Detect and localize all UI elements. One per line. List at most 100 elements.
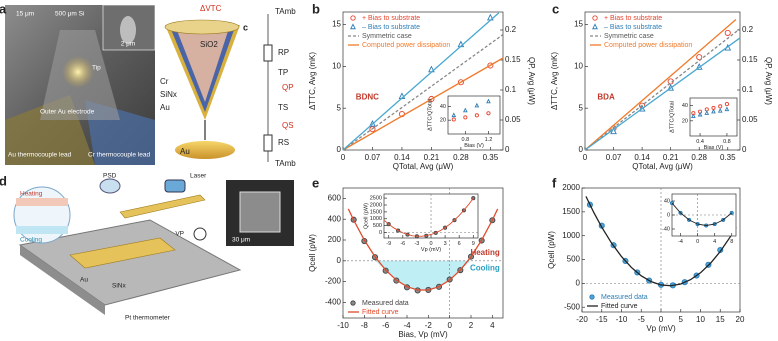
scale-bar-label: 15 μm	[16, 11, 34, 18]
voltage-source	[193, 227, 207, 241]
line	[671, 202, 733, 226]
legend-label: – Bias to substrate	[362, 24, 420, 31]
legend-label: + Bias to substrate	[604, 15, 662, 22]
circuit-label: QP	[282, 83, 294, 92]
probe-sio2	[176, 28, 229, 102]
marker	[724, 106, 730, 112]
layer-label: Au	[160, 103, 170, 112]
au-lead-label: Au thermocouple lead	[8, 152, 72, 159]
label: Heating	[20, 191, 43, 198]
y-tick-label: 10	[574, 61, 583, 70]
electrode-label: Outer Au electrode	[40, 109, 95, 116]
marker	[592, 23, 598, 30]
legend-label: Measured data	[362, 300, 409, 307]
y2-tick-label: 0.1	[505, 85, 517, 94]
y-axis-label: ΔTTC/QTotal	[669, 101, 675, 133]
circuit-label: TAmb	[275, 159, 296, 168]
x-tick-label: 0.28	[691, 153, 707, 162]
marker	[717, 107, 723, 113]
y-tick-label: 40	[664, 198, 670, 204]
cooling-layer	[16, 226, 68, 234]
y-tick-label: -40	[662, 226, 670, 232]
x-tick-label: 5	[679, 315, 684, 324]
circuit-label: QS	[282, 121, 294, 130]
resistor	[263, 134, 273, 152]
label: Laser	[190, 173, 207, 180]
x-tick-label: 0.21	[663, 153, 679, 162]
resistor	[263, 44, 273, 62]
y2-tick-label: 0.15	[742, 55, 758, 64]
y-tick-label: 0	[337, 145, 342, 154]
y-tick-label: 0	[379, 230, 382, 236]
x-tick-label: 0.07	[606, 153, 622, 162]
y-tick-label: 40	[682, 103, 688, 109]
label: Cooling	[20, 237, 42, 244]
line	[383, 197, 474, 237]
x-tick-label: 0.14	[394, 153, 410, 162]
x-tick-label: -6	[382, 321, 390, 330]
y-tick-label: 20	[682, 118, 688, 124]
annotation: BDNC	[356, 93, 379, 102]
x-axis-label: Vp (mV)	[421, 247, 441, 253]
marker	[724, 102, 729, 107]
y-tick-label: 2000	[562, 183, 580, 192]
x-tick-label: 10	[696, 315, 705, 324]
x-tick-label: -4	[403, 321, 411, 330]
y-tick-label: 2000	[370, 202, 382, 208]
substrate-label: Au	[180, 147, 190, 156]
x-axis-label: Bias (V)	[464, 143, 484, 149]
x-tick-label: 0.8	[723, 139, 731, 145]
marker	[691, 113, 696, 118]
x-axis-label: Vp (mV)	[646, 324, 676, 333]
marker	[486, 98, 491, 104]
y2-axis-label: QP, Avg (μW)	[527, 57, 536, 105]
y-axis-label: ΔTTC/QTotal	[427, 99, 433, 131]
x-axis-label: Bias (V)	[704, 145, 724, 151]
panel-letter: b	[312, 1, 320, 16]
circuit-label: TAmb	[275, 7, 296, 16]
label: Au	[80, 277, 88, 284]
y-tick-label: -400	[325, 298, 342, 307]
marker	[350, 300, 356, 306]
psd	[99, 178, 121, 194]
platform-side	[20, 245, 105, 315]
y-tick-label: 5	[579, 103, 584, 112]
x-tick-label: 4	[713, 239, 716, 245]
y-tick-label: 200	[328, 235, 342, 244]
laser	[164, 179, 186, 193]
panel-letter: f	[552, 175, 557, 190]
x-axis-label: QTotal, Avg (μW)	[393, 162, 454, 171]
x-tick-label: -20	[576, 315, 588, 324]
label: PSD	[103, 173, 117, 180]
y-tick-label: 20	[440, 118, 446, 124]
marker	[451, 117, 456, 122]
legend-label: – Bias to substrate	[604, 24, 662, 31]
y-tick-label: 1000	[370, 216, 382, 222]
y-tick-label: -200	[325, 277, 342, 286]
y2-tick-label: 0.2	[505, 25, 517, 34]
line	[584, 37, 741, 151]
heating-layer	[16, 198, 68, 206]
line	[342, 57, 504, 151]
x-tick-label: 20	[736, 315, 745, 324]
line	[342, 12, 500, 151]
marker	[486, 111, 491, 116]
x-tick-label: 15	[716, 315, 725, 324]
y-axis-label: Qcell (pW)	[308, 234, 317, 272]
label: Pt thermometer	[125, 315, 171, 322]
marker	[696, 54, 703, 61]
legend-label: + Bias to substrate	[362, 15, 420, 22]
x-tick-label: 6	[458, 241, 461, 247]
y-tick-label: 2500	[370, 196, 382, 202]
y-tick-label: 10	[332, 61, 341, 70]
x-tick-label: -2	[425, 321, 433, 330]
x-tick-label: 0.28	[453, 153, 469, 162]
tip-glow	[62, 56, 94, 88]
y-tick-label: 0	[667, 212, 670, 218]
x-tick-label: -5	[638, 315, 646, 324]
layer-label: SiNx	[160, 90, 177, 99]
sem-device	[239, 191, 281, 233]
y-axis-label: Qcell (pW)	[547, 231, 556, 269]
sem-inset-tip	[120, 16, 136, 44]
